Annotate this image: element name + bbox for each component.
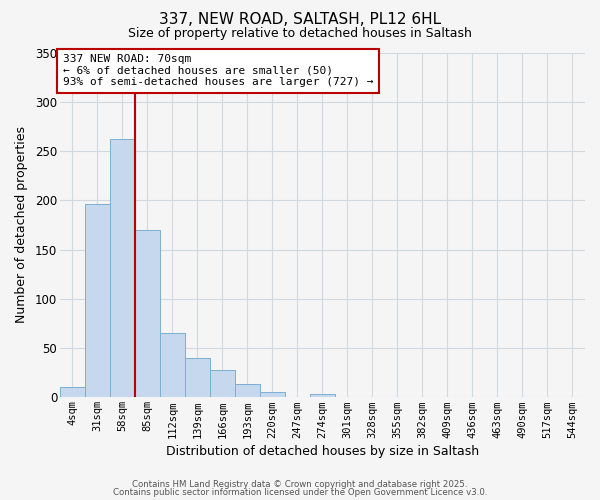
X-axis label: Distribution of detached houses by size in Saltash: Distribution of detached houses by size … bbox=[166, 444, 479, 458]
Bar bbox=[210, 370, 235, 398]
Bar bbox=[260, 392, 285, 398]
Bar bbox=[110, 139, 135, 398]
Bar bbox=[60, 388, 85, 398]
Bar bbox=[160, 333, 185, 398]
Text: 337 NEW ROAD: 70sqm
← 6% of detached houses are smaller (50)
93% of semi-detache: 337 NEW ROAD: 70sqm ← 6% of detached hou… bbox=[62, 54, 373, 88]
Bar bbox=[85, 204, 110, 398]
Bar bbox=[235, 384, 260, 398]
Bar bbox=[310, 394, 335, 398]
Text: Contains HM Land Registry data © Crown copyright and database right 2025.: Contains HM Land Registry data © Crown c… bbox=[132, 480, 468, 489]
Y-axis label: Number of detached properties: Number of detached properties bbox=[15, 126, 28, 324]
Text: 337, NEW ROAD, SALTASH, PL12 6HL: 337, NEW ROAD, SALTASH, PL12 6HL bbox=[159, 12, 441, 28]
Text: Size of property relative to detached houses in Saltash: Size of property relative to detached ho… bbox=[128, 28, 472, 40]
Text: Contains public sector information licensed under the Open Government Licence v3: Contains public sector information licen… bbox=[113, 488, 487, 497]
Bar bbox=[135, 230, 160, 398]
Bar bbox=[185, 358, 210, 398]
